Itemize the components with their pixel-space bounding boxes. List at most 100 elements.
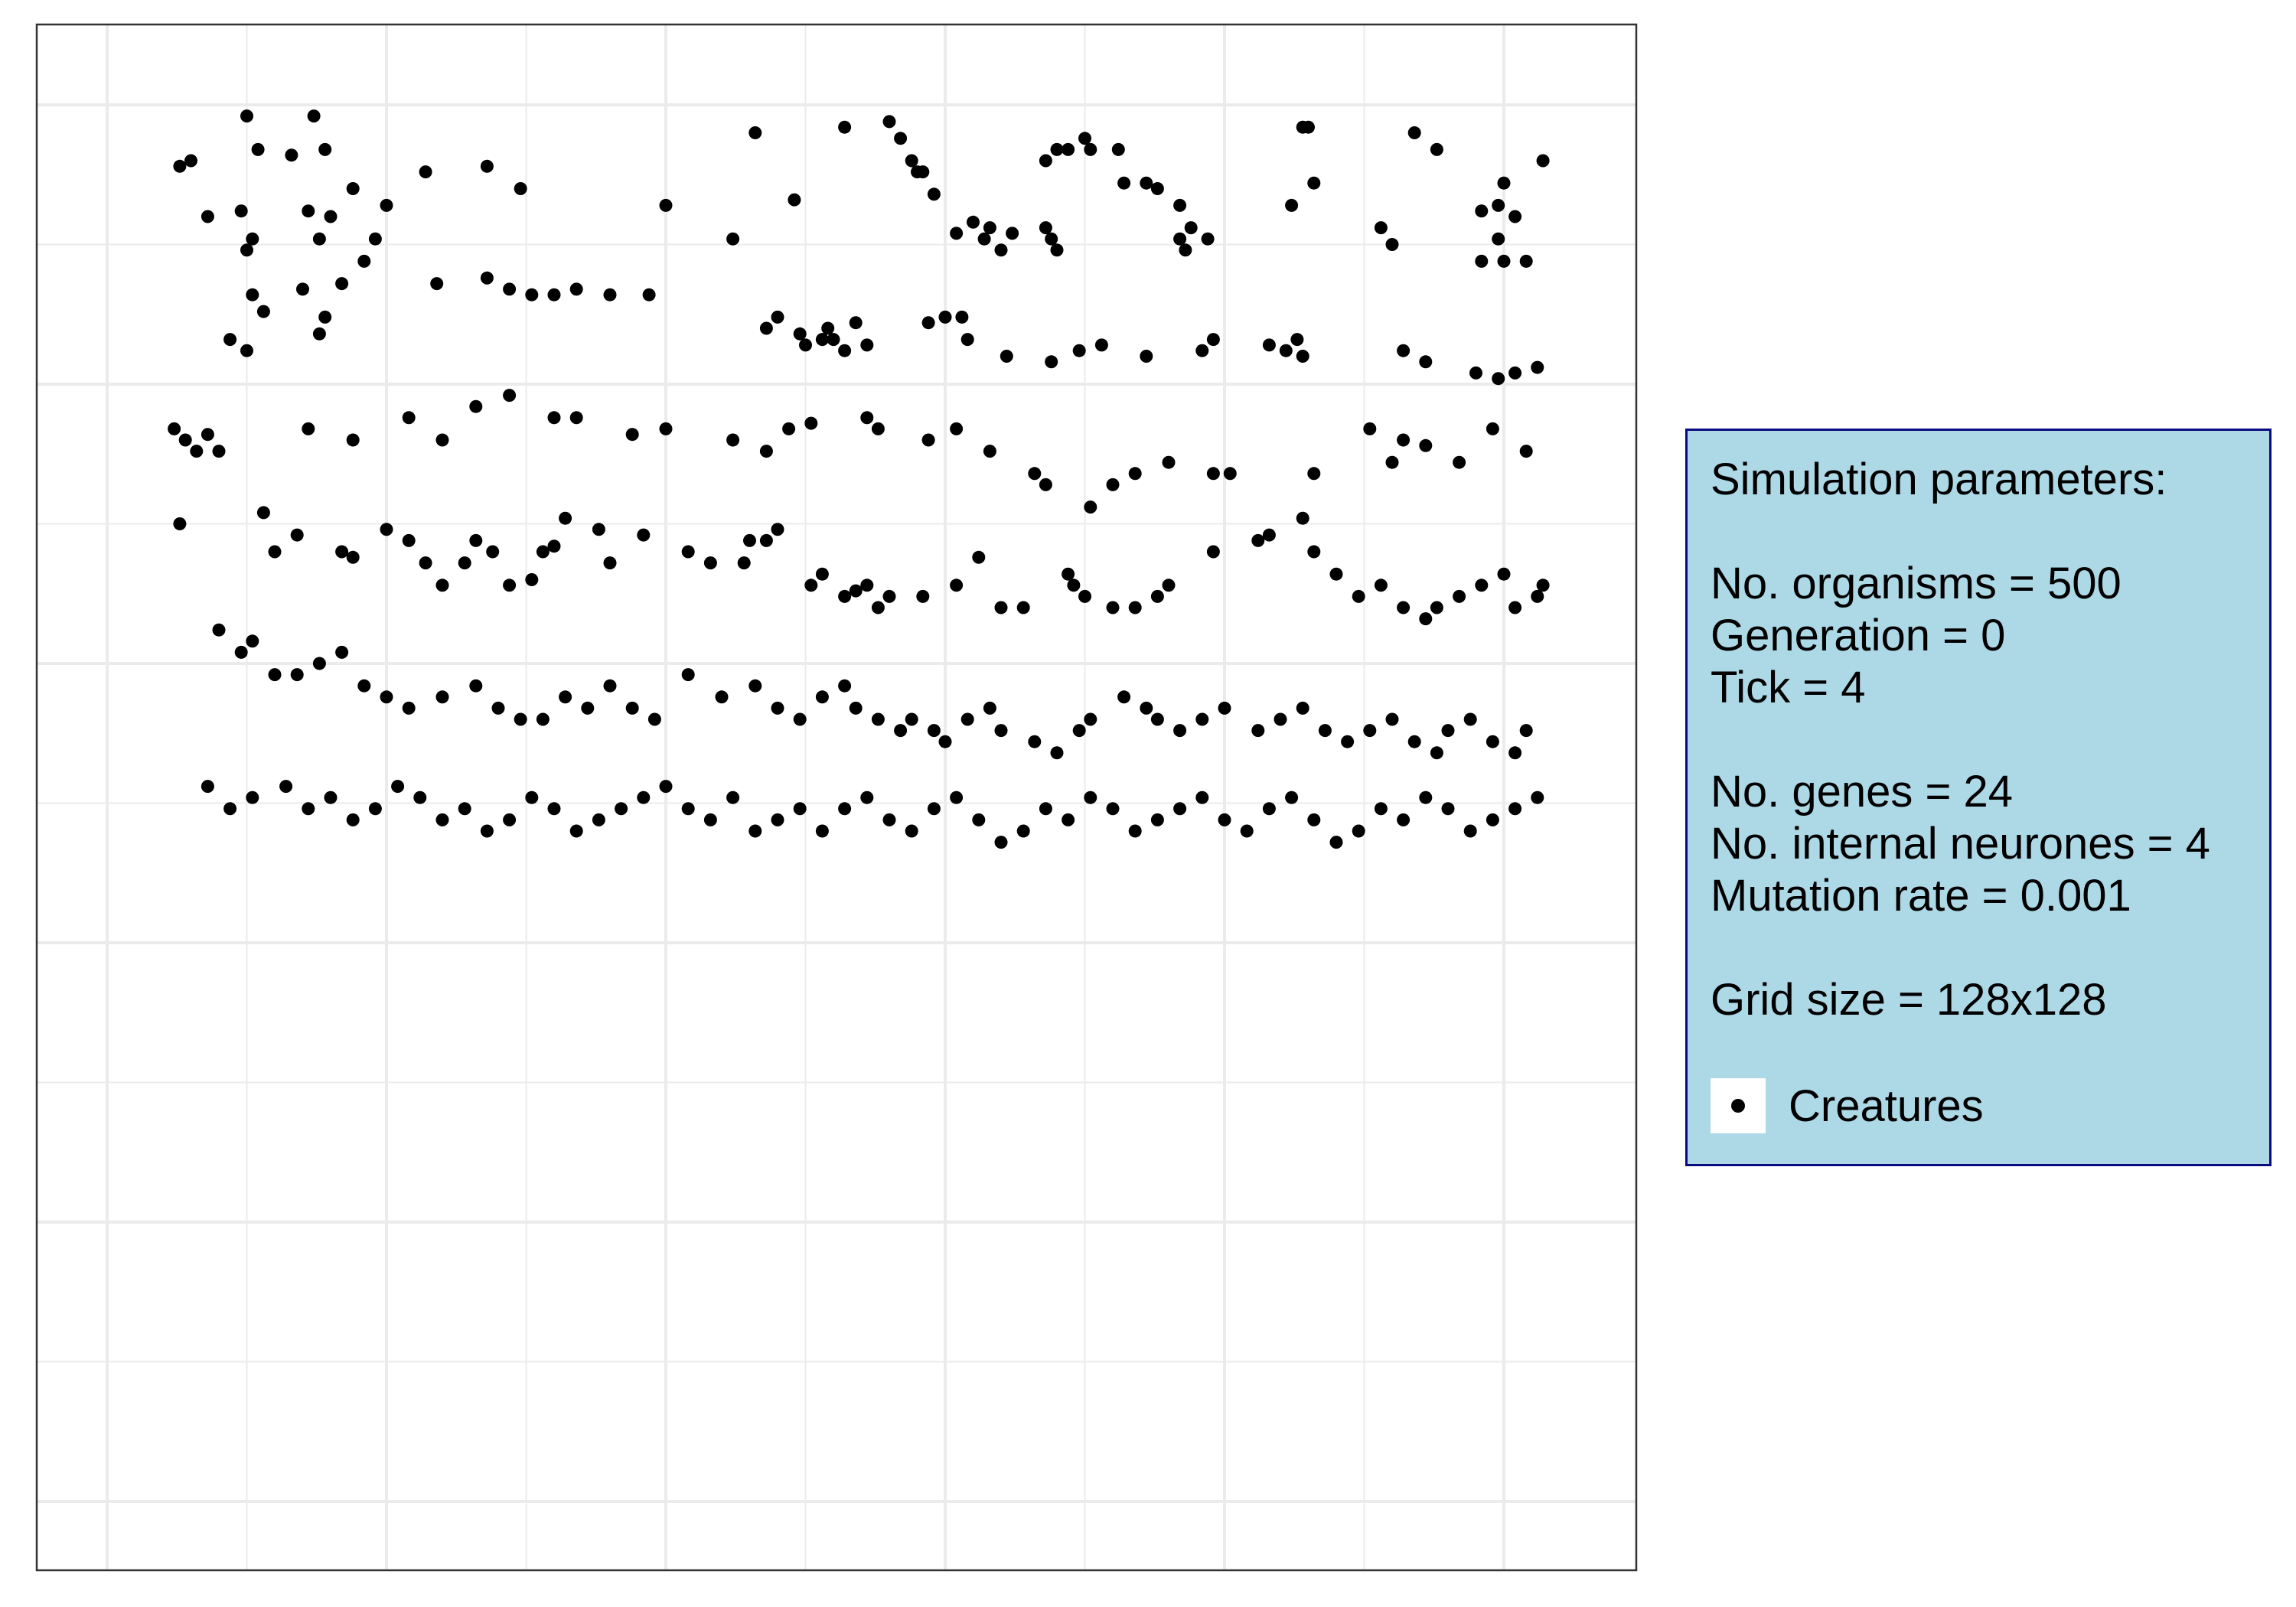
creature-point bbox=[1296, 350, 1309, 363]
creature-point bbox=[525, 573, 539, 586]
legend-tick: Tick = 4 bbox=[1711, 663, 1866, 712]
creature-point bbox=[681, 545, 695, 559]
creature-point bbox=[290, 668, 304, 682]
creature-point bbox=[435, 690, 449, 704]
creature-point bbox=[659, 422, 673, 435]
creature-point bbox=[1374, 802, 1388, 816]
creature-point bbox=[905, 154, 918, 168]
creature-point bbox=[1067, 579, 1081, 592]
creature-point bbox=[1486, 422, 1499, 435]
creature-point bbox=[246, 634, 259, 648]
creature-point bbox=[335, 277, 349, 291]
creature-point bbox=[240, 109, 253, 123]
creature-point bbox=[1218, 701, 1231, 715]
creature-point bbox=[1206, 545, 1220, 559]
creature-point bbox=[302, 802, 315, 816]
creature-point bbox=[178, 433, 192, 447]
creature-point bbox=[603, 288, 617, 302]
creature-point bbox=[838, 589, 852, 603]
creature-point bbox=[1407, 126, 1421, 139]
creature-point bbox=[1486, 813, 1499, 826]
creature-point bbox=[950, 422, 964, 435]
creature-point bbox=[1062, 142, 1075, 156]
creature-point bbox=[1173, 724, 1187, 738]
creature-point bbox=[1262, 802, 1276, 816]
creature-point bbox=[1078, 132, 1091, 145]
creature-point bbox=[938, 310, 952, 324]
creature-point bbox=[1492, 198, 1505, 212]
creature-point bbox=[503, 282, 517, 296]
creature-point bbox=[1000, 350, 1013, 363]
creature-point bbox=[983, 701, 996, 715]
creature-point bbox=[938, 735, 952, 748]
creature-point bbox=[815, 824, 829, 838]
creature-point bbox=[458, 556, 471, 570]
creature-point bbox=[860, 790, 874, 804]
plot-panel-background bbox=[37, 24, 1636, 1570]
creature-point bbox=[815, 690, 829, 704]
creature-point bbox=[246, 288, 259, 302]
creature-point bbox=[480, 271, 494, 285]
creature-point bbox=[927, 802, 941, 816]
creature-point bbox=[793, 802, 807, 816]
creature-point bbox=[234, 645, 248, 659]
creature-point bbox=[771, 813, 784, 826]
creature-point bbox=[983, 445, 996, 458]
creature-point bbox=[1173, 802, 1187, 816]
legend-mutation-rate: Mutation rate = 0.001 bbox=[1711, 871, 2131, 921]
creature-point bbox=[972, 550, 986, 564]
creature-point bbox=[882, 589, 896, 603]
creature-point bbox=[435, 579, 449, 592]
creature-point bbox=[748, 126, 762, 139]
creature-point bbox=[625, 428, 639, 442]
creature-point bbox=[1497, 176, 1511, 190]
creature-point bbox=[1028, 735, 1042, 748]
creature-point bbox=[1497, 567, 1511, 581]
creature-point bbox=[1508, 746, 1522, 760]
creature-point bbox=[480, 824, 494, 838]
creature-point bbox=[503, 579, 517, 592]
creature-point bbox=[1072, 724, 1086, 738]
creature-point bbox=[815, 333, 829, 347]
creature-point bbox=[234, 204, 248, 218]
creature-point bbox=[994, 724, 1008, 738]
scatter-plot bbox=[35, 23, 1638, 1572]
creature-point bbox=[1363, 724, 1377, 738]
creature-point bbox=[703, 556, 717, 570]
creature-point bbox=[430, 277, 444, 291]
creature-point bbox=[525, 790, 539, 804]
creature-point bbox=[1150, 712, 1164, 726]
creature-point bbox=[1045, 355, 1058, 369]
creature-point bbox=[1117, 690, 1131, 704]
creature-point bbox=[318, 310, 332, 324]
creature-point bbox=[581, 701, 595, 715]
creature-point bbox=[1072, 344, 1086, 357]
creature-point bbox=[960, 333, 974, 347]
creature-point bbox=[625, 701, 639, 715]
creature-point bbox=[743, 533, 756, 547]
creature-point bbox=[469, 679, 483, 693]
creature-point bbox=[503, 813, 517, 826]
creature-point bbox=[1195, 344, 1209, 357]
creature-point bbox=[1475, 254, 1489, 268]
creature-point bbox=[1302, 120, 1315, 134]
creature-point bbox=[849, 584, 863, 598]
creature-point bbox=[894, 724, 908, 738]
creature-point bbox=[1150, 589, 1164, 603]
creature-point bbox=[1084, 142, 1097, 156]
creature-point bbox=[977, 232, 991, 246]
creature-point bbox=[503, 389, 517, 403]
creature-point bbox=[536, 545, 550, 559]
creature-point bbox=[368, 232, 382, 246]
creature-point bbox=[1407, 735, 1421, 748]
creature-point bbox=[1195, 790, 1209, 804]
creature-point bbox=[173, 517, 187, 530]
creature-point bbox=[1106, 802, 1120, 816]
creature-point bbox=[1162, 579, 1176, 592]
creature-point bbox=[312, 232, 326, 246]
creature-point bbox=[1531, 790, 1544, 804]
creature-point bbox=[603, 556, 617, 570]
creature-point bbox=[882, 115, 896, 129]
creature-point bbox=[212, 445, 226, 458]
creature-point bbox=[1128, 601, 1142, 614]
